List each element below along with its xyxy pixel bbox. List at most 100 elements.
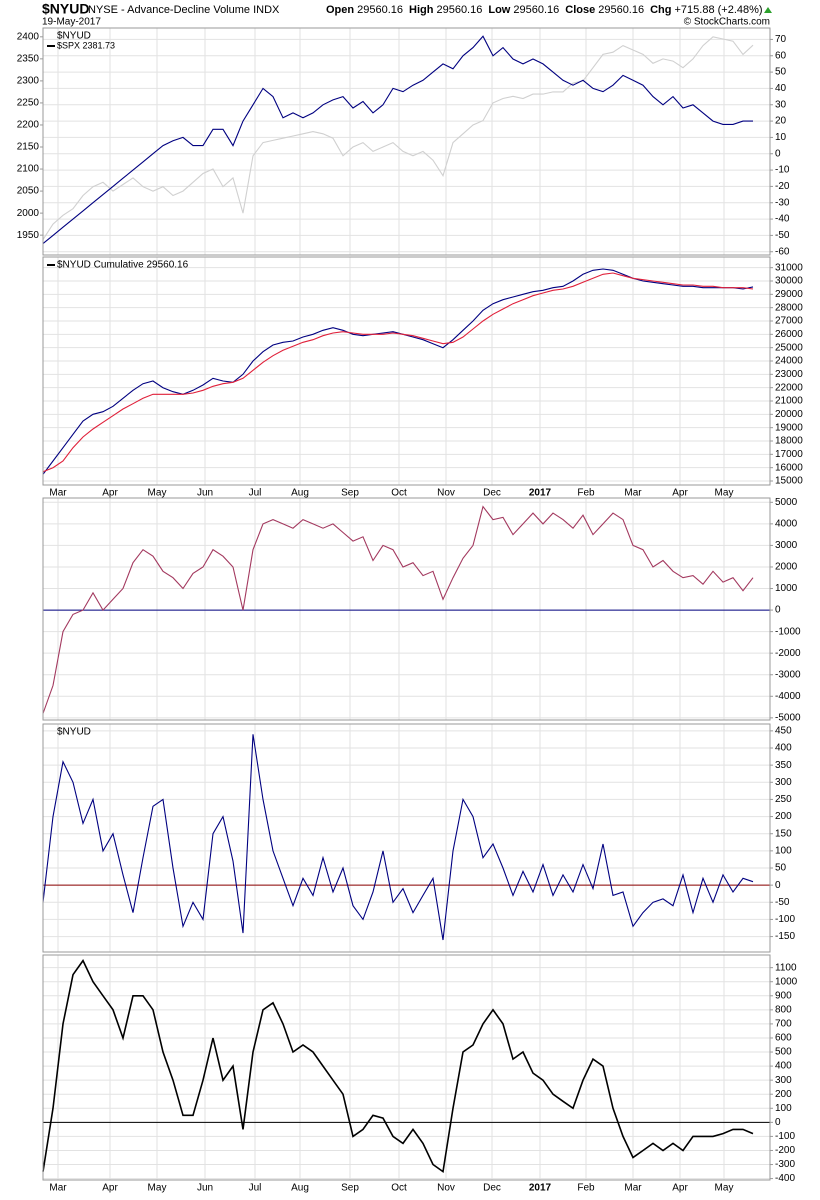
- x-tick-label: Dec: [483, 488, 501, 499]
- y-tick-label: -30: [775, 197, 790, 208]
- quote-value: 29560.16: [598, 4, 644, 16]
- y-tick-label: 2000: [775, 562, 798, 573]
- y-tick-label-left: 2200: [17, 120, 40, 131]
- y-tick-label: -200: [775, 1145, 795, 1156]
- y-tick-label: -60: [775, 246, 790, 257]
- y-tick-label-left: 1950: [17, 230, 40, 241]
- y-tick-label: 200: [775, 811, 792, 822]
- y-tick-label-left: 2000: [17, 208, 40, 219]
- y-tick-label: 50: [775, 67, 787, 78]
- up-arrow: [764, 7, 772, 13]
- series-line: [42, 734, 754, 941]
- x-tick-label: Apr: [672, 1183, 688, 1194]
- y-tick-label-left: 2250: [17, 98, 40, 109]
- y-tick-label: -3000: [775, 669, 801, 680]
- x-tick-label: Jun: [197, 1183, 213, 1194]
- y-tick-label: 0: [775, 605, 781, 616]
- y-tick-label: 150: [775, 828, 792, 839]
- description: NYSE - Advance-Decline Volume INDX: [88, 4, 280, 16]
- y-tick-label: 100: [775, 1103, 792, 1114]
- x-tick-label: May: [148, 1183, 167, 1194]
- y-tick-label: -50: [775, 897, 790, 908]
- x-tick-label: Aug: [291, 1183, 309, 1194]
- y-tick-label: 4000: [775, 519, 798, 530]
- x-tick-label: Oct: [391, 1183, 407, 1194]
- x-tick-label: Dec: [483, 1183, 501, 1194]
- y-tick-label: 31000: [775, 262, 803, 273]
- y-tick-label: -4000: [775, 691, 801, 702]
- y-tick-label: -50: [775, 230, 790, 241]
- y-tick-label: 29000: [775, 289, 803, 300]
- credit: © StockCharts.com: [684, 17, 770, 28]
- x-tick-label: Feb: [577, 488, 595, 499]
- quote-label: Close: [565, 4, 595, 16]
- panel-frame: [42, 497, 771, 721]
- x-tick-label: Feb: [577, 1183, 595, 1194]
- x-tick-label: May: [715, 488, 734, 499]
- y-tick-label: 700: [775, 1019, 792, 1030]
- y-tick-label: 60: [775, 50, 787, 61]
- y-tick-label: 30: [775, 99, 787, 110]
- series-line: [42, 268, 754, 475]
- series-line: [42, 959, 754, 1173]
- legend-label: $NYUD Cumulative 29560.16: [57, 260, 189, 271]
- y-tick-label: 5000: [775, 497, 798, 508]
- y-tick-label-left: 2050: [17, 186, 40, 197]
- y-tick-label: -1000: [775, 626, 801, 637]
- panel-frame: [42, 954, 771, 1181]
- x-tick-label: Jul: [249, 1183, 262, 1194]
- legend-title: $NYUD: [57, 31, 91, 42]
- y-tick-label: 21000: [775, 396, 803, 407]
- y-tick-label: 1100: [775, 962, 797, 973]
- series-line: [42, 35, 753, 245]
- y-tick-label: 50: [775, 863, 787, 874]
- y-tick-label: 250: [775, 794, 792, 805]
- quote-label: Chg: [650, 4, 671, 16]
- x-tick-label: Mar: [49, 1183, 67, 1194]
- x-tick-label: Mar: [624, 1183, 642, 1194]
- y-tick-label: 300: [775, 1075, 792, 1086]
- y-tick-label-left: 2150: [17, 142, 40, 153]
- x-tick-label: Mar: [49, 488, 67, 499]
- y-tick-label: 30000: [775, 276, 803, 287]
- y-tick-label: 25000: [775, 342, 803, 353]
- y-tick-label: -20: [775, 181, 790, 192]
- y-tick-label: 19000: [775, 422, 803, 433]
- quote-label: Open: [326, 4, 354, 16]
- panel-frame: [42, 723, 771, 953]
- x-tick-label: Jul: [249, 488, 262, 499]
- y-tick-label-left: 2100: [17, 164, 40, 175]
- panel-frame: [42, 27, 771, 256]
- y-tick-label: 0: [775, 148, 781, 159]
- x-tick-label: Nov: [437, 1183, 455, 1194]
- x-tick-label: Sep: [341, 1183, 359, 1194]
- quote-label: High: [409, 4, 434, 16]
- y-tick-label: -5000: [775, 712, 801, 723]
- y-tick-label: 350: [775, 760, 792, 771]
- x-tick-label: Oct: [391, 488, 407, 499]
- x-tick-label: Apr: [102, 488, 118, 499]
- y-tick-label: 40: [775, 83, 787, 94]
- y-tick-label: 500: [775, 1047, 792, 1058]
- quote-label: Low: [488, 4, 510, 16]
- y-tick-label: 20000: [775, 409, 803, 420]
- x-tick-label: Nov: [437, 488, 455, 499]
- y-tick-label: 1000: [775, 583, 798, 594]
- y-tick-label-left: 2300: [17, 76, 40, 87]
- y-tick-label: 16000: [775, 462, 803, 473]
- x-tick-label: Jun: [197, 488, 213, 499]
- y-tick-label: 800: [775, 1004, 792, 1015]
- y-tick-label: -40: [775, 214, 790, 225]
- y-tick-label-left: 2350: [17, 53, 40, 64]
- y-tick-label: 70: [775, 34, 787, 45]
- x-tick-label: Apr: [672, 488, 688, 499]
- quote-value: 29560.16: [357, 4, 403, 16]
- y-tick-label: 15000: [775, 476, 803, 487]
- x-tick-label: May: [715, 1183, 734, 1194]
- y-tick-label: 18000: [775, 436, 803, 447]
- y-tick-label: 600: [775, 1033, 792, 1044]
- y-tick-label: 200: [775, 1089, 792, 1100]
- x-tick-label: Mar: [624, 488, 642, 499]
- y-tick-label: 1000: [775, 976, 798, 987]
- x-tick-label: Sep: [341, 488, 359, 499]
